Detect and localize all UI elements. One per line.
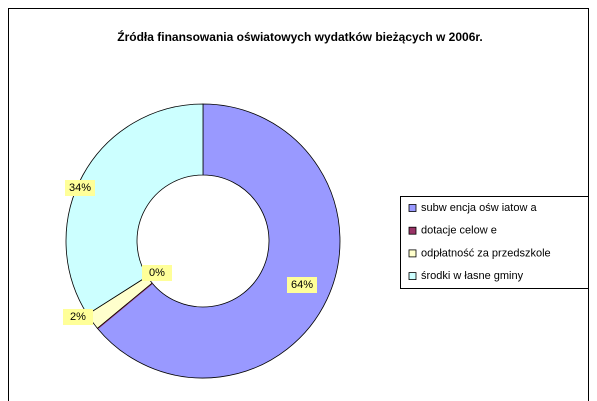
legend-swatch [408, 272, 417, 281]
donut-segment [96, 103, 341, 379]
data-label-bg [142, 265, 172, 281]
data-label: 2% [70, 311, 86, 323]
legend-box [400, 196, 589, 289]
legend-swatch [408, 204, 417, 212]
legend-swatch [408, 226, 417, 235]
data-label-bg [63, 309, 93, 325]
data-label: 64% [291, 279, 313, 291]
donut-segment [65, 103, 204, 315]
data-label: 0% [149, 267, 165, 279]
legend-label: subw encja ośw iatow a [421, 202, 537, 214]
chart-title: Źródła finansowania oświatowych wydatków… [117, 30, 483, 44]
legend-swatch [408, 249, 417, 258]
legend-label: odpłatność za przedszkole [421, 247, 551, 259]
legend-label: środki w łasne gminy [421, 270, 524, 282]
data-label-bg [65, 180, 95, 196]
data-label: 34% [69, 182, 91, 194]
legend-label: dotacje celow e [421, 225, 497, 237]
data-label-bg [287, 277, 317, 293]
